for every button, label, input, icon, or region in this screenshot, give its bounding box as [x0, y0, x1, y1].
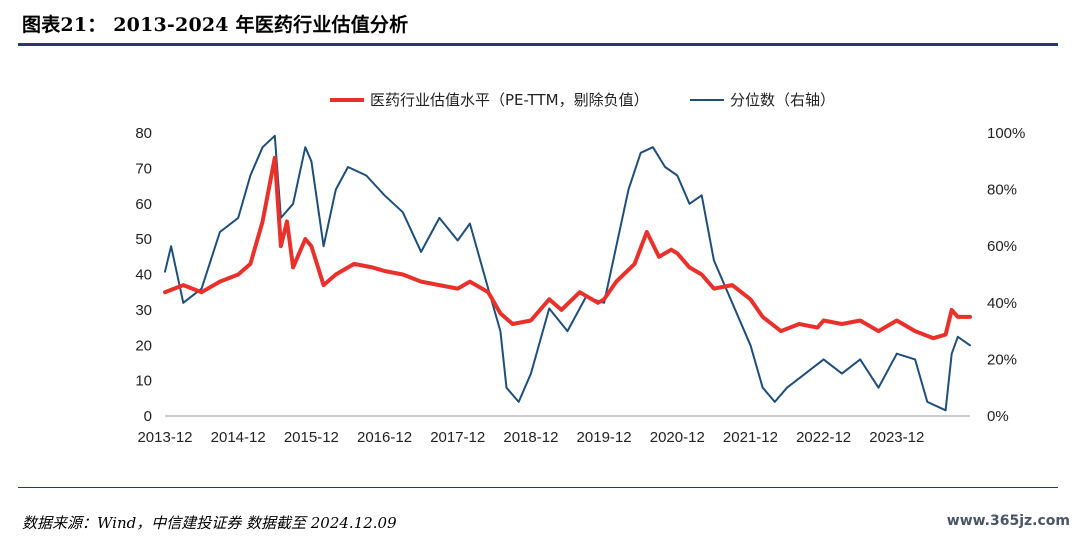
x-tick-label: 2021-12 [723, 429, 778, 446]
legend-percentile-label: 分位数（右轴） [730, 91, 835, 109]
x-tick-label: 2018-12 [503, 429, 558, 446]
y-right-tick-label: 40% [987, 295, 1017, 312]
y-left-tick-label: 50 [135, 231, 152, 248]
x-tick-label: 2022-12 [796, 429, 851, 446]
legend: 医药行业估值水平（PE-TTM，剔除负值） 分位数（右轴） [330, 91, 835, 109]
x-axis: 2013-12 2014-12 2015-12 2016-12 2017-12 2018-… [137, 429, 924, 446]
y-left-tick-label: 80 [135, 125, 152, 142]
percentile-series-line [164, 134, 971, 412]
x-tick-label: 2016-12 [357, 429, 412, 446]
footer-divider [18, 487, 1058, 488]
title-divider [18, 43, 1058, 46]
x-tick-label: 2019-12 [577, 429, 632, 446]
x-tick-label: 2014-12 [211, 429, 266, 446]
y-left-tick-label: 60 [135, 196, 152, 213]
y-left-tick-label: 40 [135, 267, 152, 284]
x-tick-label: 2023-12 [869, 429, 924, 446]
x-tick-label: 2015-12 [284, 429, 339, 446]
series-layer [163, 134, 972, 412]
y-right-tick-label: 0% [987, 408, 1009, 425]
legend-pe-valuation-label: 医药行业估值水平（PE-TTM，剔除负值） [370, 91, 649, 109]
left-axis: 0 10 20 30 40 50 60 70 80 [135, 125, 152, 425]
data-source-note: 数据来源：Wind，中信建投证券 数据截至 2024.12.09 [22, 514, 397, 532]
pe-valuation-series-line [163, 155, 972, 341]
y-left-tick-label: 20 [135, 337, 152, 354]
x-tick-label: 2013-12 [137, 429, 192, 446]
y-left-tick-label: 70 [135, 160, 152, 177]
y-right-tick-label: 80% [987, 182, 1017, 199]
y-left-tick-label: 10 [135, 373, 152, 390]
x-tick-label: 2020-12 [650, 429, 705, 446]
right-axis: 0% 20% 40% 60% 80% 100% [987, 125, 1025, 425]
y-right-tick-label: 100% [987, 125, 1025, 142]
chart-title: 图表21： 2013-2024 年医药行业估值分析 [22, 14, 409, 36]
y-right-tick-label: 20% [987, 351, 1017, 368]
x-tick-label: 2017-12 [430, 429, 485, 446]
watermark: www.365jz.com [946, 513, 1070, 529]
y-right-tick-label: 60% [987, 238, 1017, 255]
y-left-tick-label: 0 [144, 408, 152, 425]
y-left-tick-label: 30 [135, 302, 152, 319]
